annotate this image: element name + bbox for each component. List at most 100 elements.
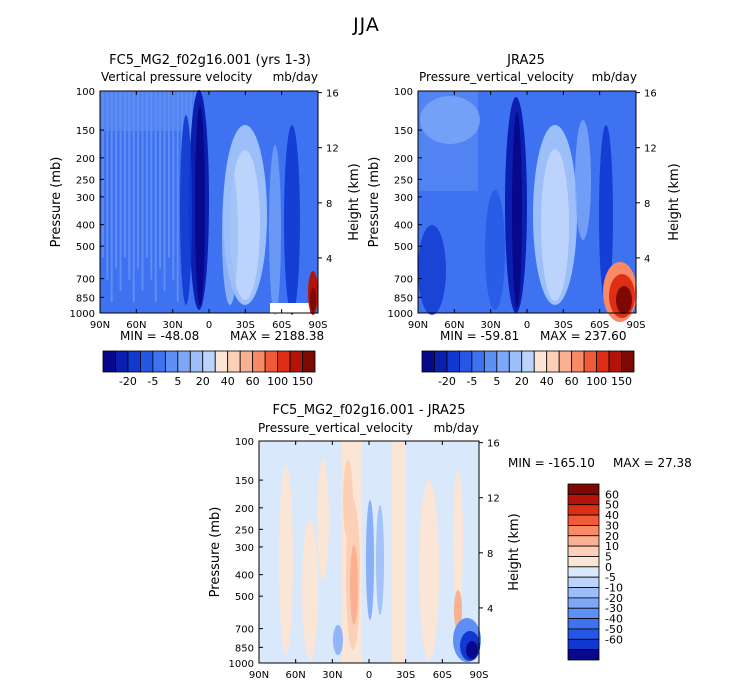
contour-streak xyxy=(150,91,153,280)
y2-tick-label: 8 xyxy=(326,199,332,210)
x-tick-label: 90N xyxy=(249,670,269,681)
contour-streak xyxy=(172,91,175,280)
contour-region xyxy=(616,286,632,314)
colorbar-label: 20 xyxy=(196,375,210,388)
colorbar-label: -5 xyxy=(605,571,616,584)
y2-tick-label: 4 xyxy=(326,254,332,265)
y-tick-label: 150 xyxy=(394,126,413,137)
contour-streak xyxy=(163,91,166,291)
y-tick-label: 300 xyxy=(235,543,254,554)
panel-title: FC5_MG2_f02g16.001 - JRA25 xyxy=(273,403,466,418)
y-tick-label: 250 xyxy=(394,175,413,186)
colorbar-label: -30 xyxy=(605,602,623,615)
colorbar-label: 5 xyxy=(605,550,612,563)
contour-streak xyxy=(124,91,126,258)
colorbar-label: 0 xyxy=(605,561,612,574)
contour-streak xyxy=(168,91,170,258)
contour-region xyxy=(420,96,480,144)
contour-region xyxy=(466,641,478,659)
colorbar-swatch xyxy=(567,628,600,640)
x-tick-label: 0 xyxy=(366,670,372,681)
contour-streak xyxy=(106,91,109,280)
contour-region xyxy=(575,120,591,240)
colorbar-swatch xyxy=(567,607,600,619)
contour-region xyxy=(230,150,260,300)
y-axis-label: Pressure (mb) xyxy=(367,157,382,248)
contour-fill xyxy=(259,441,481,663)
plot-area xyxy=(417,90,637,322)
x-tick-label: 30S xyxy=(236,320,255,331)
colorbar-swatch xyxy=(567,618,600,630)
y2-tick-label: 4 xyxy=(644,254,650,265)
colorbar-label: 5 xyxy=(493,375,500,388)
colorbar-swatch xyxy=(567,545,600,557)
x-tick-label: 0 xyxy=(206,320,212,331)
colorbar-swatch xyxy=(567,587,600,599)
x-tick-label: 60S xyxy=(272,320,291,331)
y-tick-label: 400 xyxy=(394,221,413,232)
panel-title: JRA25 xyxy=(506,53,545,68)
x-tick-label: 0 xyxy=(524,320,530,331)
y-tick-label: 1000 xyxy=(388,309,413,320)
y-tick-label: 300 xyxy=(394,193,413,204)
colorbar-label: -20 xyxy=(438,375,456,388)
colorbar-label: -50 xyxy=(605,623,623,636)
contour-fill xyxy=(418,91,637,322)
contour-region xyxy=(279,465,293,655)
y-tick-label: 150 xyxy=(235,476,254,487)
contour-region xyxy=(454,590,462,630)
y2-axis-label: Height (km) xyxy=(507,513,522,590)
y-tick-label: 150 xyxy=(76,126,95,137)
colorbar-label: 40 xyxy=(605,509,619,522)
y-tick-label: 200 xyxy=(76,154,95,165)
plot-area xyxy=(258,440,481,664)
colorbar-swatch xyxy=(567,556,600,568)
x-tick-label: 30N xyxy=(163,320,183,331)
min-label: MIN = -59.81 xyxy=(440,329,519,343)
panel-units: mb/day xyxy=(434,421,479,435)
min-label: MIN = -48.08 xyxy=(120,329,199,343)
x-tick-label: 90S xyxy=(626,320,645,331)
missing-data xyxy=(270,303,310,313)
panel-subtitle: Pressure_vertical_velocity xyxy=(419,70,574,84)
contour-region xyxy=(302,520,318,660)
contour-streak xyxy=(119,91,122,291)
colorbar-label: -40 xyxy=(605,613,623,626)
contour-region xyxy=(366,500,374,620)
y2-tick-label: 16 xyxy=(326,89,339,100)
y2-axis-label: Height (km) xyxy=(347,163,362,240)
y-tick-label: 200 xyxy=(235,504,254,515)
colorbar-swatch xyxy=(567,483,600,495)
colorbar-label: 150 xyxy=(292,375,313,388)
max-label: MAX = 2188.38 xyxy=(230,329,324,343)
y2-tick-label: 8 xyxy=(644,199,650,210)
contour-region xyxy=(350,545,358,625)
colorbar-swatch xyxy=(567,576,600,588)
x-tick-label: 60N xyxy=(126,320,146,331)
colorbar-label: 100 xyxy=(586,375,607,388)
colorbar-label: 150 xyxy=(611,375,632,388)
colorbar-swatch xyxy=(567,504,600,516)
x-tick-label: 60S xyxy=(590,320,609,331)
x-tick-label: 30N xyxy=(322,670,342,681)
y-tick-label: 1000 xyxy=(70,309,95,320)
contour-region xyxy=(195,105,205,305)
panel-units: mb/day xyxy=(592,70,637,84)
contour-region xyxy=(310,288,316,312)
x-tick-label: 90N xyxy=(90,320,110,331)
colorbar-swatch xyxy=(567,525,600,537)
y2-tick-label: 12 xyxy=(487,494,500,505)
colorbar-swatch xyxy=(621,350,635,373)
y-tick-label: 850 xyxy=(394,293,413,304)
contour-region xyxy=(333,625,343,655)
y2-axis-label: Height (km) xyxy=(667,163,682,240)
y-tick-label: 700 xyxy=(76,275,95,286)
plot-area xyxy=(99,90,319,315)
contour-region xyxy=(222,165,238,305)
